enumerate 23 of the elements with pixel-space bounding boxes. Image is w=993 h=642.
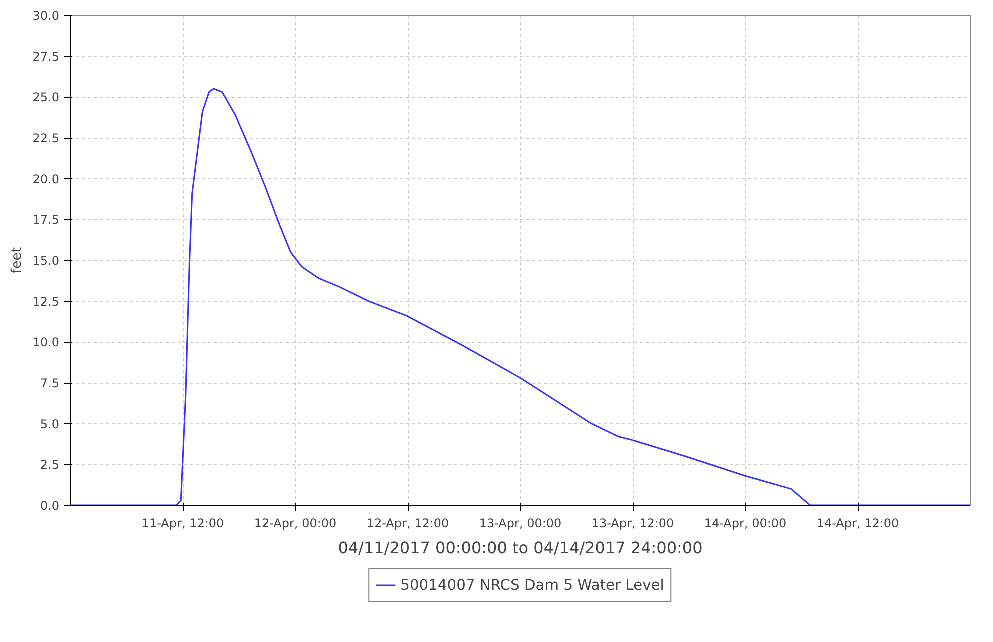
y-tick-label: 5.0 xyxy=(40,417,60,432)
x-axis-title: 04/11/2017 00:00:00 to 04/14/2017 24:00:00 xyxy=(338,538,703,558)
x-tick-label: 14-Apr, 12:00 xyxy=(816,516,900,530)
x-tick-label: 12-Apr, 12:00 xyxy=(366,516,450,530)
y-tick-label: 27.5 xyxy=(32,50,60,64)
y-tick-label: 7.5 xyxy=(40,376,60,390)
y-tick-label: 2.5 xyxy=(40,458,60,472)
y-axis-title: feet xyxy=(10,247,25,274)
y-tick-label: 0.0 xyxy=(40,499,60,513)
x-tick-label: 13-Apr, 00:00 xyxy=(479,516,562,530)
y-tick-label: 30.0 xyxy=(32,9,60,23)
y-tick-label: 15.0 xyxy=(32,254,60,268)
y-tick-label: 12.5 xyxy=(32,294,60,309)
y-tick-label: 25.0 xyxy=(32,90,60,105)
x-tick-label: 12-Apr, 00:00 xyxy=(254,516,337,530)
legend-label: 50014007 NRCS Dam 5 Water Level xyxy=(400,576,664,594)
x-tick-label: 13-Apr, 12:00 xyxy=(592,516,674,530)
y-tick-label: 22.5 xyxy=(32,132,60,146)
y-tick-label: 10.0 xyxy=(32,336,60,350)
y-tick-label: 17.5 xyxy=(32,213,60,228)
y-tick-label: 20.0 xyxy=(32,172,60,186)
x-tick-label: 14-Apr, 00:00 xyxy=(704,516,787,530)
x-tick-label: 11-Apr, 12:00 xyxy=(142,516,224,530)
